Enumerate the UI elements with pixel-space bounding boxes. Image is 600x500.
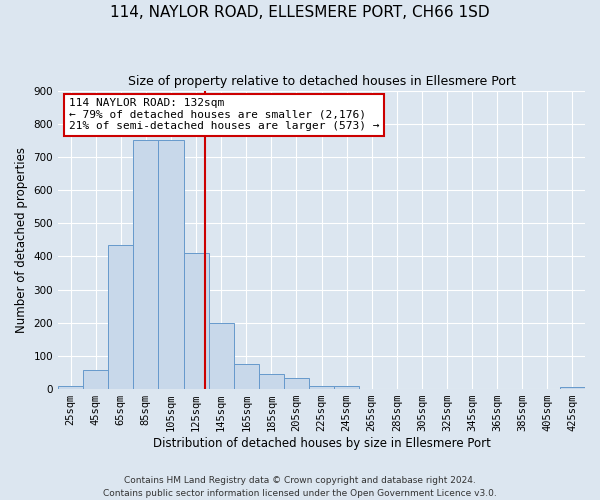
Bar [233,364,259,389]
Bar [58,386,83,389]
Title: Size of property relative to detached houses in Ellesmere Port: Size of property relative to detached ho… [128,75,515,88]
Bar [309,386,334,389]
Y-axis label: Number of detached properties: Number of detached properties [15,147,28,333]
Bar [259,374,284,389]
Text: 114, NAYLOR ROAD, ELLESMERE PORT, CH66 1SD: 114, NAYLOR ROAD, ELLESMERE PORT, CH66 1… [110,5,490,20]
Bar [184,253,209,389]
Bar [158,140,184,389]
Bar [334,386,359,389]
Bar [108,245,133,389]
Bar [209,322,233,389]
Bar [560,388,585,389]
Text: 114 NAYLOR ROAD: 132sqm
← 79% of detached houses are smaller (2,176)
21% of semi: 114 NAYLOR ROAD: 132sqm ← 79% of detache… [68,98,379,131]
Text: Contains HM Land Registry data © Crown copyright and database right 2024.
Contai: Contains HM Land Registry data © Crown c… [103,476,497,498]
X-axis label: Distribution of detached houses by size in Ellesmere Port: Distribution of detached houses by size … [152,437,490,450]
Bar [133,140,158,389]
Bar [284,378,309,389]
Bar [83,370,108,389]
